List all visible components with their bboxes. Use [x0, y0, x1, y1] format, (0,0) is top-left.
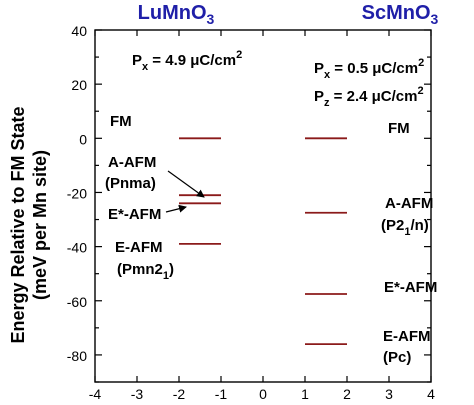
scmno3-px-value: = 0.5 μC/cm [330, 60, 418, 77]
lumno3-pmn21-text: (Pmn2 [117, 261, 163, 278]
arrow-e-star-afm [165, 204, 187, 213]
header-lumno3-name: LuMnO [138, 2, 207, 24]
y-axis-label-line2: (meV per Mn site) [30, 150, 50, 300]
scmno3-pz-sup: 2 [418, 85, 424, 97]
scmno3-pz-value: = 2.4 μC/cm [330, 88, 418, 105]
scmno3-e-star-afm-label: E*-AFM [384, 279, 437, 296]
scmno3-e-afm-label: E-AFM [383, 328, 431, 345]
y-tick-label: -80 [67, 348, 87, 364]
scmno3-px-sup: 2 [418, 57, 424, 69]
x-tick-label: -4 [89, 386, 102, 402]
lumno3-e-afm-label: E-AFM [115, 239, 163, 256]
lumno3-fm-label: FM [110, 113, 132, 130]
x-tick-label: 4 [427, 386, 435, 402]
lumno3-px-value: = 4.9 μC/cm [148, 52, 236, 69]
polarization-labels: Px = 4.9 μC/cm2 Px = 0.5 μC/cm2 Pz = 2.4… [132, 49, 424, 109]
y-tick-label: 20 [71, 77, 87, 93]
lumno3-px-label: Px = 4.9 μC/cm2 [132, 49, 242, 73]
y-axis-label-line1: Energy Relative to FM State [8, 106, 28, 343]
x-tick-label: 1 [301, 386, 309, 402]
y-tick-label: -60 [67, 294, 87, 310]
compound-headers: LuMnO3 ScMnO3 [138, 2, 439, 27]
y-tick-label: 40 [71, 23, 87, 39]
lumno3-e-star-afm-label: E*-AFM [108, 206, 161, 223]
scmno3-px-symbol: P [314, 60, 324, 77]
arrow-a-afm [167, 170, 205, 198]
x-tick-label: 3 [385, 386, 393, 402]
scmno3-px-sub: x [324, 69, 331, 81]
header-lumno3-sub: 3 [207, 11, 215, 27]
y-axis-title: Energy Relative to FM State (meV per Mn … [8, 106, 50, 343]
header-lumno3: LuMnO3 [138, 2, 215, 27]
x-tick-label: 0 [259, 386, 267, 402]
x-tick-label: -3 [131, 386, 144, 402]
header-scmno3-name: ScMnO [362, 2, 431, 24]
energy-levels [179, 137, 347, 345]
lumno3-a-afm-label: A-AFM [108, 154, 156, 171]
header-scmno3-sub: 3 [431, 11, 439, 27]
x-tick-label: -1 [215, 386, 228, 402]
lumno3-pmn21-label: (Pmn21) [117, 261, 174, 282]
y-tick-label: -40 [67, 240, 87, 256]
lumno3-pmn21-sub: 1 [163, 270, 169, 282]
lumno3-px-symbol: P [132, 52, 142, 69]
y-tick-label: -20 [67, 185, 87, 201]
scmno3-a-afm-label: A-AFM [385, 195, 433, 212]
annotation-arrows [165, 170, 205, 213]
lumno3-px-sub: x [142, 61, 149, 73]
scmno3-p21n-text: (P2 [381, 217, 404, 234]
scmno3-p21n-tail: /n) [410, 217, 428, 234]
lumno3-px-sup: 2 [236, 49, 242, 61]
scmno3-pz-label: Pz = 2.4 μC/cm2 [314, 85, 424, 109]
scmno3-px-label: Px = 0.5 μC/cm2 [314, 57, 424, 81]
scmno3-p21n-label: (P21/n) [381, 217, 429, 238]
x-tick-label: 2 [343, 386, 351, 402]
x-tick-label: -2 [173, 386, 186, 402]
scmno3-pz-symbol: P [314, 88, 324, 105]
scmno3-pz-sub: z [324, 97, 330, 109]
scmno3-p21n-sub: 1 [404, 226, 410, 238]
y-tick-label: 0 [79, 131, 87, 147]
axis-ticks: -4 -3 -2 -1 0 1 2 3 4 40 20 0 -20 -40 -60 -80 [67, 23, 435, 402]
lumno3-level-annotations: FM A-AFM (Pnma) E*-AFM E-AFM (Pmn21) [105, 113, 174, 282]
lumno3-pnma-label: (Pnma) [105, 175, 156, 192]
lumno3-pmn21-tail: ) [169, 261, 174, 278]
scmno3-fm-label: FM [388, 120, 410, 137]
scmno3-pc-label: (Pc) [383, 349, 411, 366]
header-scmno3: ScMnO3 [362, 2, 439, 27]
scmno3-level-annotations: FM A-AFM (P21/n) E*-AFM E-AFM (Pc) [381, 120, 437, 366]
